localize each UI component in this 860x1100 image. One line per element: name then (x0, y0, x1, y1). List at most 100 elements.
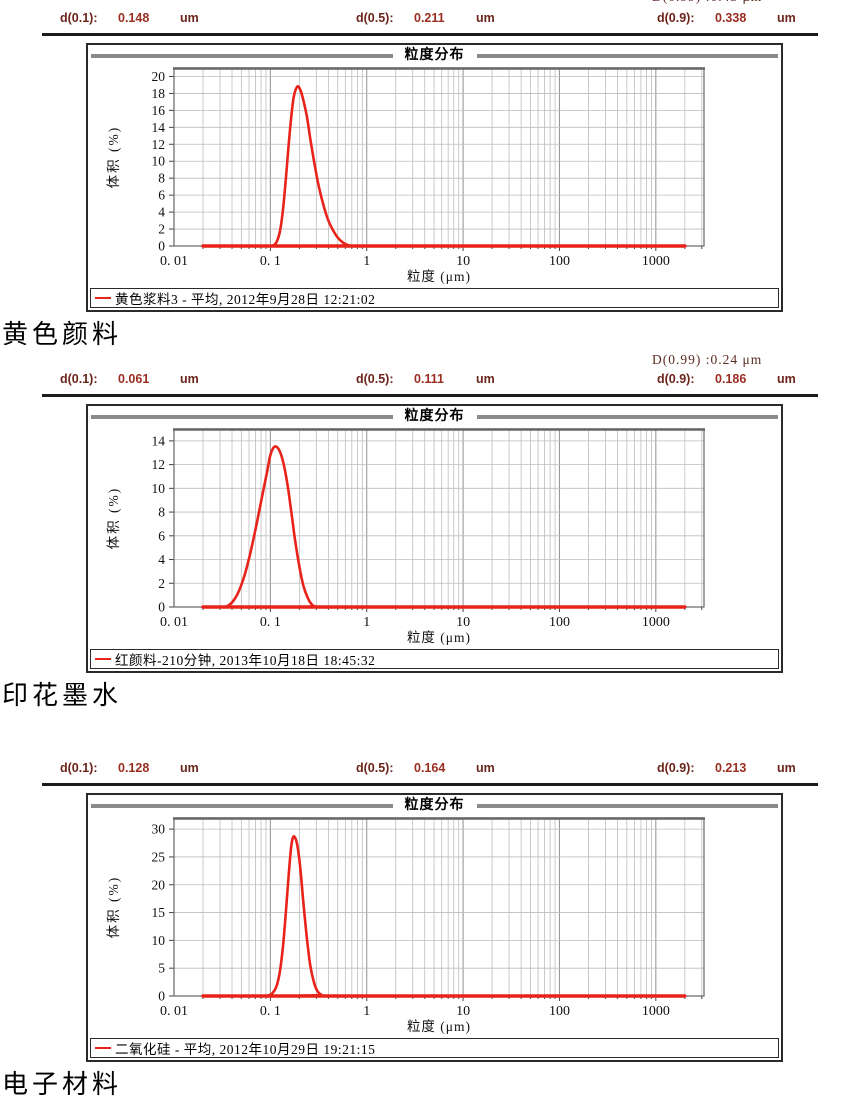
section-caption: 电子材料 (2, 1070, 123, 1099)
svg-text:10: 10 (152, 933, 166, 948)
chart-title-bar: 粒度分布 (88, 406, 781, 425)
chart-title-bar: 粒度分布 (88, 795, 781, 814)
svg-text:1000: 1000 (642, 254, 670, 269)
svg-text:体积 (%): 体积 (%) (106, 876, 121, 939)
d10-readout: d(0.1): 0.128 um (60, 761, 199, 775)
svg-text:1000: 1000 (642, 1004, 670, 1019)
section-caption: 黄色颜料 (2, 320, 123, 349)
svg-text:2: 2 (158, 222, 165, 237)
legend: 黄色浆料3 - 平均, 2012年9月28日 12:21:02 (90, 288, 779, 308)
svg-text:体积 (%): 体积 (%) (106, 487, 121, 550)
svg-text:8: 8 (158, 505, 165, 520)
legend-text: 二氧化硅 - 平均, 2012年10月29日 19:21:15 (115, 1042, 376, 1057)
d10-readout: d(0.1): 0.148 um (60, 11, 199, 25)
svg-text:体积 (%): 体积 (%) (106, 126, 121, 189)
svg-text:0. 01: 0. 01 (160, 1004, 188, 1019)
svg-text:1: 1 (363, 254, 370, 269)
d-values-row: d(0.1): 0.128 um d(0.5): 0.164 um d(0.9)… (0, 757, 860, 783)
legend-line-swatch (95, 296, 111, 300)
d10-readout: d(0.1): 0.061 um (60, 372, 199, 386)
legend-text: 黄色浆料3 - 平均, 2012年9月28日 12:21:02 (115, 292, 376, 307)
svg-text:10: 10 (456, 1004, 470, 1019)
d90-readout: d(0.9): 0.338 um (657, 11, 796, 25)
svg-text:10: 10 (152, 154, 166, 169)
d50-value: 0.111 (414, 372, 444, 386)
svg-text:0. 1: 0. 1 (260, 254, 281, 269)
svg-text:0: 0 (158, 239, 165, 254)
svg-text:1: 1 (363, 1004, 370, 1019)
horizontal-rule (42, 394, 818, 397)
report-section-yellow-pigment: D(0.99) :0.43 μm d(0.1): 0.148 um d(0.5)… (0, 0, 860, 350)
chart-title: 粒度分布 (392, 45, 477, 64)
d90-readout: d(0.9): 0.213 um (657, 761, 796, 775)
d50-label: d(0.5): (356, 372, 394, 386)
svg-text:20: 20 (152, 877, 166, 892)
d90-unit: um (777, 372, 796, 386)
d-values-row: d(0.1): 0.061 um d(0.5): 0.111 um d(0.9)… (0, 368, 860, 394)
svg-text:0. 01: 0. 01 (160, 254, 188, 269)
d10-value: 0.061 (118, 372, 150, 386)
svg-text:14: 14 (152, 120, 166, 135)
chart-frame: 粒度分布 0 2 4 6 8 10 12 14 0. 01 0. 1 1 10 100 1000 体积 (%… (86, 404, 783, 673)
svg-text:0: 0 (158, 989, 165, 1004)
d50-unit: um (476, 761, 495, 775)
svg-text:12: 12 (152, 457, 166, 472)
x-axis-label: 粒度 (μm) (406, 1019, 472, 1034)
chart-title: 粒度分布 (392, 795, 477, 814)
svg-text:0. 1: 0. 1 (260, 1004, 281, 1019)
report-section-electronic-material: d(0.1): 0.128 um d(0.5): 0.164 um d(0.9)… (0, 757, 860, 1100)
d10-unit: um (180, 372, 199, 386)
chart-frame: 粒度分布 0 2 4 6 8 10 12 14 16 18 20 0. 01 0. 1 1 10 100 100… (86, 43, 783, 312)
svg-text:4: 4 (158, 552, 165, 567)
legend-line-swatch (95, 1046, 111, 1050)
d90-unit: um (777, 11, 796, 25)
svg-text:18: 18 (152, 86, 166, 101)
chart-title-bar: 粒度分布 (88, 45, 781, 64)
d50-unit: um (476, 11, 495, 25)
report-section-printing-ink: D(0.99) :0.24 μm d(0.1): 0.061 um d(0.5)… (0, 352, 860, 711)
chart-title: 粒度分布 (392, 406, 477, 425)
d90-label: d(0.9): (657, 372, 695, 386)
d90-unit: um (777, 761, 796, 775)
svg-text:25: 25 (152, 849, 166, 864)
d90-label: d(0.9): (657, 761, 695, 775)
svg-text:100: 100 (549, 254, 570, 269)
d-values-row: d(0.1): 0.148 um d(0.5): 0.211 um d(0.9)… (0, 7, 860, 33)
svg-text:20: 20 (152, 69, 166, 84)
horizontal-rule (42, 33, 818, 36)
horizontal-rule (42, 783, 818, 786)
svg-text:1000: 1000 (642, 615, 670, 630)
svg-text:5: 5 (158, 961, 165, 976)
legend-text: 红颜料-210分钟, 2013年10月18日 18:45:32 (115, 653, 376, 668)
section-caption: 印花墨水 (2, 681, 123, 710)
d90-label: d(0.9): (657, 11, 695, 25)
x-axis-label: 粒度 (μm) (406, 269, 472, 284)
svg-text:10: 10 (456, 254, 470, 269)
svg-text:30: 30 (152, 822, 166, 837)
d99-note-text: D(0.99) :0.43 μm (0, 0, 860, 5)
d50-readout: d(0.5): 0.111 um (356, 372, 495, 386)
svg-text:100: 100 (549, 1004, 570, 1019)
legend-line-swatch (95, 657, 111, 661)
svg-text:0. 1: 0. 1 (260, 615, 281, 630)
svg-text:100: 100 (549, 615, 570, 630)
d50-label: d(0.5): (356, 761, 394, 775)
d50-readout: d(0.5): 0.164 um (356, 761, 495, 775)
svg-text:0. 01: 0. 01 (160, 615, 188, 630)
svg-text:10: 10 (456, 615, 470, 630)
d10-label: d(0.1): (60, 761, 98, 775)
svg-text:10: 10 (152, 481, 166, 496)
d10-value: 0.148 (118, 11, 150, 25)
distribution-plot: 0 5 10 15 20 25 30 0. 01 0. 1 1 10 100 1000 体积 (%) (106, 817, 705, 1019)
x-axis-label: 粒度 (μm) (406, 630, 472, 645)
svg-text:2: 2 (158, 576, 165, 591)
d50-value: 0.211 (414, 11, 445, 25)
svg-text:6: 6 (158, 528, 165, 543)
svg-text:4: 4 (158, 205, 165, 220)
svg-text:8: 8 (158, 171, 165, 186)
d50-unit: um (476, 372, 495, 386)
legend: 红颜料-210分钟, 2013年10月18日 18:45:32 (90, 649, 779, 669)
d50-label: d(0.5): (356, 11, 394, 25)
distribution-plot: 0 2 4 6 8 10 12 14 16 18 20 0. 01 0. 1 1 10 100 1000 体积 (… (106, 67, 705, 269)
d10-value: 0.128 (118, 761, 150, 775)
